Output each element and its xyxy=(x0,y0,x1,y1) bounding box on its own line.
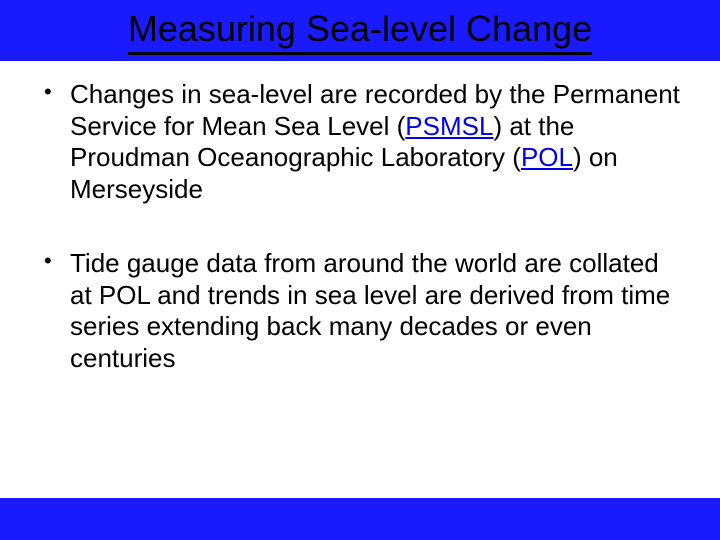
bullet-text: Changes in sea-level are recorded by the… xyxy=(70,79,680,141)
slide-title: Measuring Sea-level Change xyxy=(128,8,592,55)
bullet-text: Tide gauge data from around the world ar… xyxy=(70,248,670,373)
title-bar: Measuring Sea-level Change xyxy=(0,0,720,61)
link-psmsl[interactable]: PSMSL xyxy=(405,111,493,141)
bullet-item: Changes in sea-level are recorded by the… xyxy=(40,79,680,206)
footer-bar xyxy=(0,498,720,540)
slide-body: Changes in sea-level are recorded by the… xyxy=(0,61,720,375)
bullet-item: Tide gauge data from around the world ar… xyxy=(40,248,680,375)
bullet-list: Changes in sea-level are recorded by the… xyxy=(40,79,680,375)
link-pol[interactable]: POL xyxy=(521,142,573,172)
